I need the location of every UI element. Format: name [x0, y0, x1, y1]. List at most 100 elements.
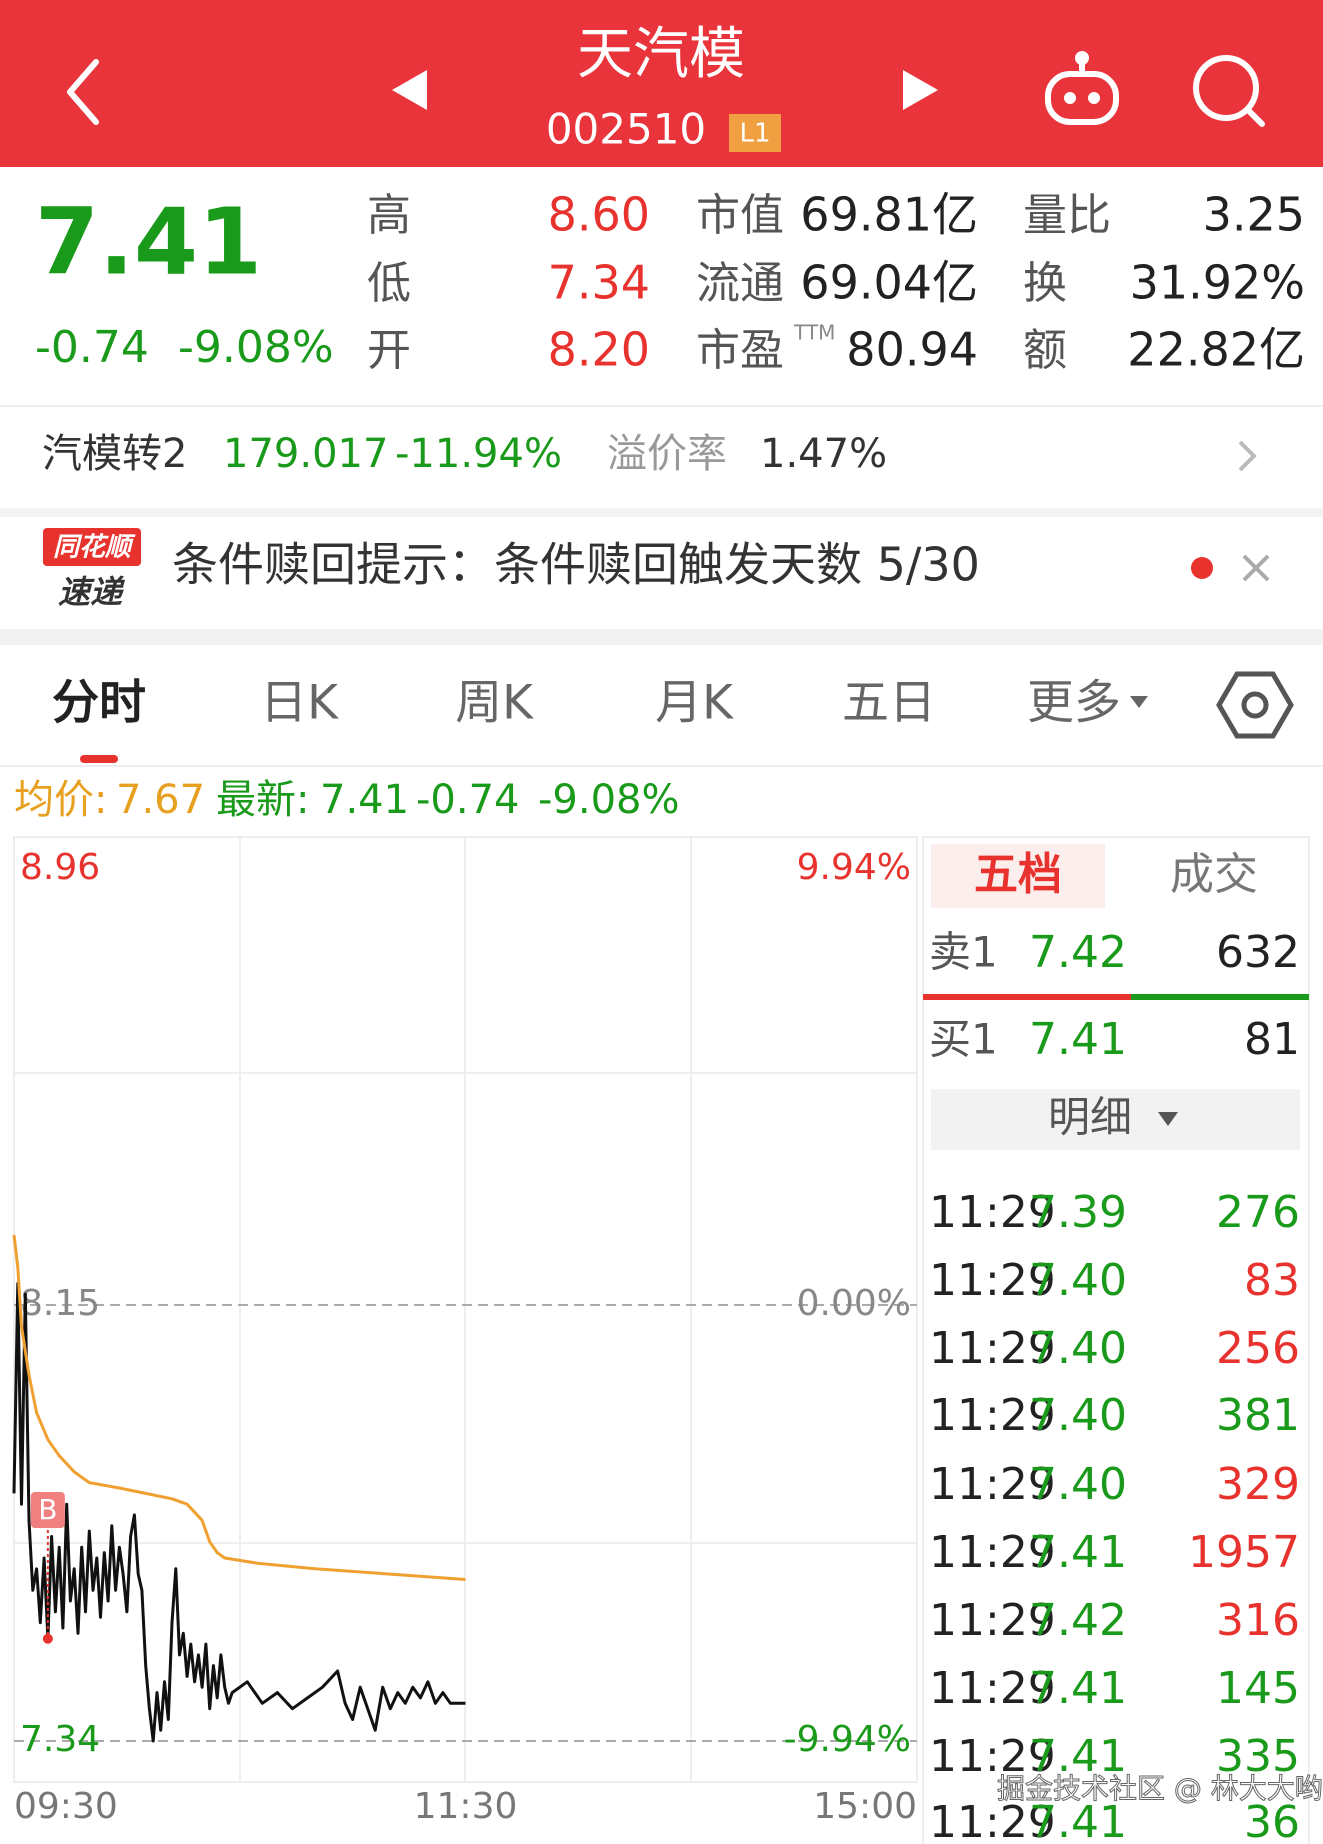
stat-value: 8.60: [548, 188, 650, 242]
y-tick-label: 7.34: [20, 1719, 100, 1760]
stock-code: 002510: [546, 105, 706, 154]
stat-value: 7.34: [548, 256, 650, 310]
stat-value: 69.04亿: [800, 256, 978, 310]
tab[interactable]: 分时: [52, 676, 146, 731]
latest-value: 7.41: [320, 777, 409, 823]
stat-label: 流通: [696, 258, 784, 309]
header-bar: [0, 0, 1323, 167]
stat-value: 3.25: [1203, 188, 1305, 242]
robot-button[interactable]: [1045, 51, 1119, 125]
stat-label: 低: [367, 258, 411, 309]
sell-label: 卖1: [929, 928, 998, 977]
trade-time: 11:29: [929, 1390, 1056, 1441]
orderbook-frame: [922, 836, 1310, 1844]
detail-arrow: [1158, 1112, 1178, 1126]
level-badge: [729, 114, 781, 152]
bond-row[interactable]: 汽模转2 179.017 -11.94% 溢价率 1.47%: [42, 431, 1257, 477]
tab-bg: [931, 844, 1105, 908]
stat-label: 额: [1023, 325, 1067, 376]
trade-volume: 381: [1216, 1390, 1300, 1441]
sell-volume: 632: [1216, 927, 1300, 978]
next-stock[interactable]: [903, 70, 938, 110]
stat-value: 8.20: [548, 323, 650, 377]
stat-label: 市值: [696, 190, 784, 241]
close-notice[interactable]: [1242, 554, 1270, 582]
last-price: 7.41: [35, 188, 262, 295]
stat-label: 量比: [1023, 190, 1111, 241]
trade-time: 11:29: [929, 1663, 1056, 1714]
buy-bar: [1131, 994, 1309, 1000]
trade-time: 11:29: [929, 1323, 1056, 1374]
trade-price: 7.40: [1029, 1255, 1127, 1306]
trade-price: 7.40: [1029, 1323, 1127, 1374]
trade-time: 11:29: [929, 1187, 1056, 1238]
orderbook-tab[interactable]: 五档: [974, 849, 1062, 900]
trade-volume: 276: [1216, 1187, 1300, 1238]
trade-volume: 329: [1216, 1459, 1300, 1510]
price-change: -0.74: [35, 322, 149, 373]
gap: [0, 629, 1323, 645]
latest-label: 最新:: [216, 777, 309, 823]
trade-price: 7.41: [1029, 1527, 1127, 1578]
tab[interactable]: 周K: [455, 676, 534, 731]
marker-dot: [42, 1633, 53, 1644]
premium-label: 溢价率: [607, 431, 727, 477]
trade-price: 7.42: [1029, 1595, 1127, 1646]
bond-name: 汽模转2: [42, 431, 187, 477]
orderbook-tab[interactable]: 成交: [1170, 849, 1258, 900]
marker-label: B: [38, 1493, 57, 1526]
level-text: L1: [739, 119, 770, 149]
trade-price: 7.41: [1029, 1797, 1127, 1844]
trade-price: 7.40: [1029, 1390, 1127, 1441]
dropdown-arrow: [1130, 696, 1148, 708]
y2-tick-label: 9.94%: [797, 847, 911, 888]
sell-price: 7.42: [1029, 927, 1127, 978]
tab[interactable]: 日K: [260, 676, 339, 731]
detail-label: 明细: [1048, 1093, 1132, 1142]
chevron: [1238, 440, 1257, 472]
stat-sup: TTM: [793, 321, 835, 345]
prev-stock[interactable]: [392, 70, 427, 110]
gap: [0, 508, 1323, 517]
settings-button[interactable]: [1216, 671, 1294, 739]
stat-value: 31.92%: [1130, 256, 1305, 310]
premium-value: 1.47%: [760, 431, 887, 477]
price-line: [12, 1234, 466, 1581]
detail-button[interactable]: [931, 1089, 1300, 1150]
tab[interactable]: 五日: [842, 676, 936, 731]
trade-price: 7.40: [1029, 1459, 1127, 1510]
stat-value: 80.94: [846, 323, 978, 377]
stat-label: 换: [1023, 258, 1067, 309]
avg-label: 均价:: [14, 777, 107, 823]
back-button[interactable]: [67, 59, 99, 125]
trade-time: 11:29: [929, 1255, 1056, 1306]
latest-change: -0.74: [416, 777, 520, 823]
y-tick-label: 8.96: [20, 847, 100, 888]
marker-box: [30, 1492, 65, 1528]
stat-value: 22.82亿: [1127, 323, 1305, 377]
notice-text[interactable]: 条件赎回提示：条件赎回触发天数 5/30: [172, 538, 980, 592]
search-button[interactable]: [1193, 55, 1265, 127]
trade-time: 11:29: [929, 1595, 1056, 1646]
avg-value: 7.67: [116, 777, 205, 823]
grid: [14, 837, 917, 1782]
trade-time: 11:29: [929, 1459, 1056, 1510]
notice-dot: [1191, 557, 1213, 579]
trade-time: 11:29: [929, 1527, 1056, 1578]
x-tick-label: 09:30: [14, 1786, 118, 1827]
logo-top: 同花顺: [53, 533, 136, 563]
stock-name: 天汽模: [577, 22, 745, 87]
latest-change-pct: -9.08%: [538, 777, 680, 823]
x-tick-label: 15:00: [813, 1786, 917, 1827]
stat-label: 市盈: [696, 325, 784, 376]
watermark: 掘金技术社区 @ 林大大哟: [997, 1772, 1323, 1805]
trade-volume: 335: [1216, 1731, 1300, 1782]
trade-volume: 145: [1216, 1663, 1300, 1714]
stat-label: 高: [367, 190, 411, 241]
tab[interactable]: 更多: [1027, 676, 1121, 731]
price-line: [12, 1282, 466, 1743]
tab[interactable]: 月K: [655, 676, 734, 731]
y2-tick-label: 0.00%: [797, 1283, 911, 1324]
trade-time: 11:29: [929, 1797, 1056, 1844]
